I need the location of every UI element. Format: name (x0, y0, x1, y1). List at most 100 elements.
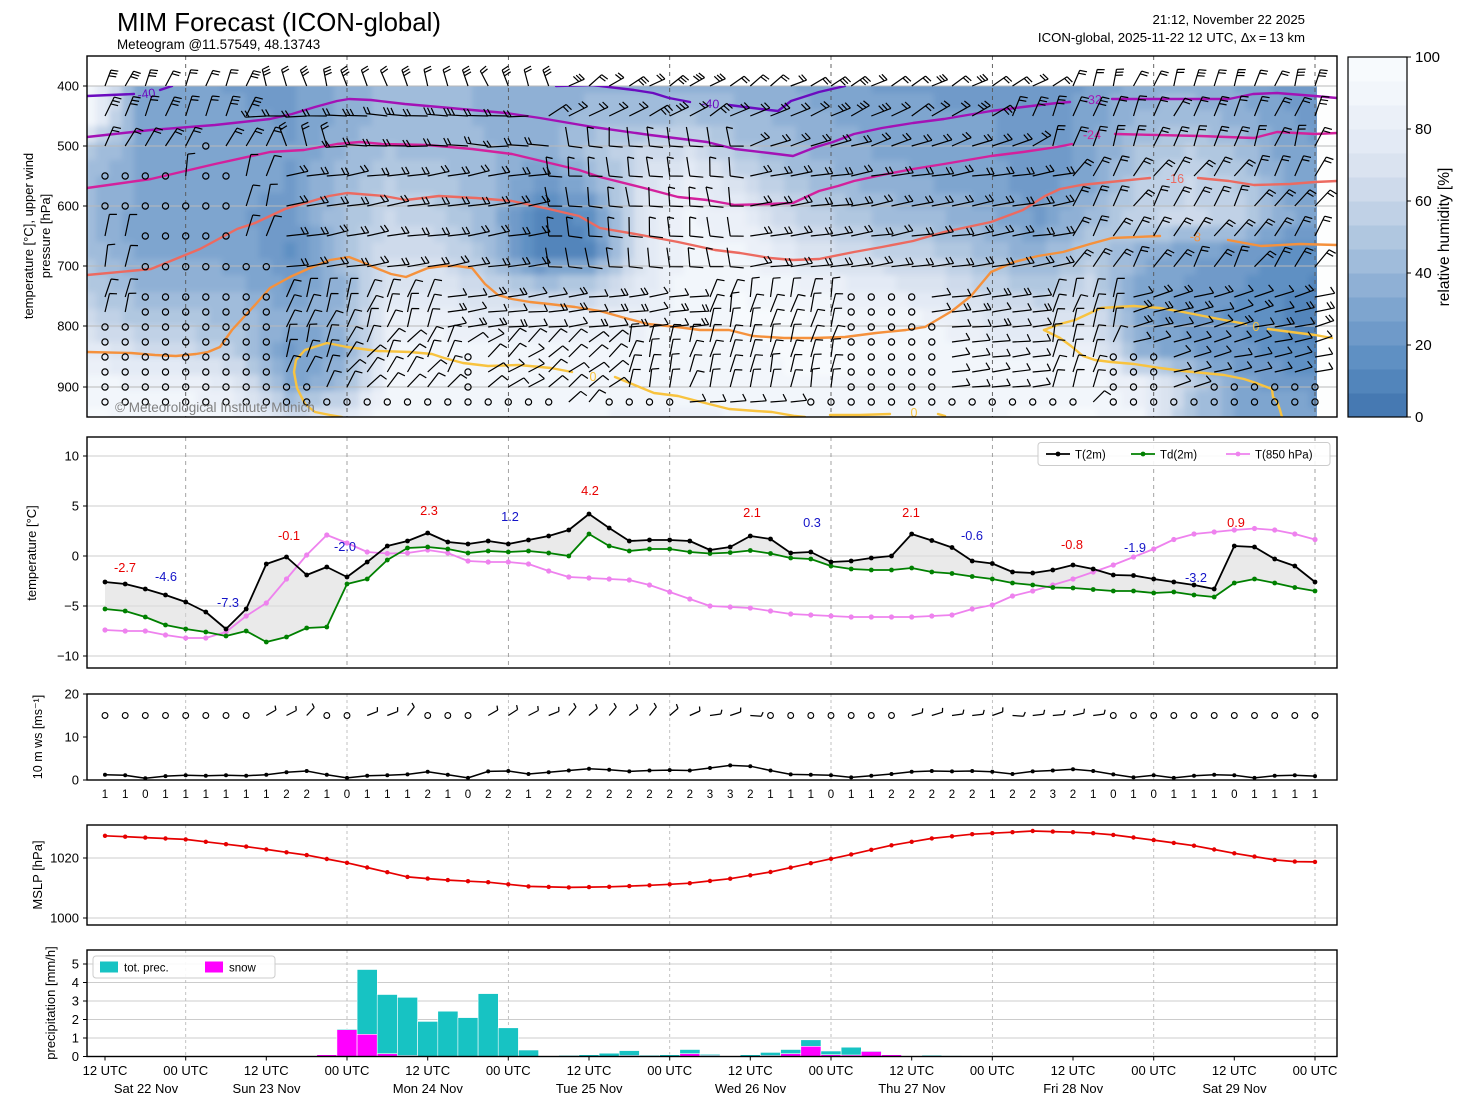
svg-text:2: 2 (1009, 789, 1015, 801)
svg-text:1: 1 (787, 789, 793, 801)
svg-text:0: 0 (72, 549, 79, 564)
svg-text:2: 2 (929, 789, 935, 801)
svg-text:12 UTC: 12 UTC (405, 1063, 450, 1078)
svg-text:MIM Forecast (ICON-global): MIM Forecast (ICON-global) (117, 9, 441, 37)
svg-text:00 UTC: 00 UTC (1131, 1063, 1176, 1078)
svg-text:temperature [°C], upper wind: temperature [°C], upper wind (21, 153, 36, 319)
svg-text:5: 5 (72, 957, 79, 972)
svg-text:-0.6: -0.6 (961, 528, 983, 543)
svg-text:12 UTC: 12 UTC (83, 1063, 128, 1078)
svg-text:12 UTC: 12 UTC (244, 1063, 289, 1078)
svg-text:relative humidity [%]: relative humidity [%] (1436, 168, 1453, 307)
svg-text:3: 3 (72, 994, 79, 1009)
svg-text:1: 1 (404, 789, 410, 801)
svg-text:12 UTC: 12 UTC (728, 1063, 773, 1078)
svg-text:Sat 29 Nov: Sat 29 Nov (1202, 1081, 1267, 1096)
svg-text:Mon 24 Nov: Mon 24 Nov (393, 1081, 464, 1096)
svg-text:1: 1 (1130, 789, 1136, 801)
svg-text:Sun 23 Nov: Sun 23 Nov (233, 1081, 301, 1096)
svg-text:T(2m): T(2m) (1075, 450, 1106, 462)
svg-text:700: 700 (57, 259, 79, 274)
svg-text:-2.0: -2.0 (334, 539, 356, 554)
svg-text:0: 0 (1231, 789, 1237, 801)
svg-text:1: 1 (263, 789, 269, 801)
svg-text:2: 2 (424, 789, 430, 801)
svg-text:40: 40 (1415, 265, 1432, 282)
svg-text:10: 10 (65, 449, 79, 464)
svg-text:1: 1 (162, 789, 168, 801)
svg-text:temperature [°C]: temperature [°C] (24, 505, 39, 601)
svg-text:12 UTC: 12 UTC (567, 1063, 612, 1078)
svg-text:400: 400 (57, 79, 79, 94)
svg-text:0: 0 (1415, 409, 1423, 426)
svg-text:-3.2: -3.2 (1185, 570, 1207, 585)
svg-text:2: 2 (303, 789, 309, 801)
svg-text:10: 10 (65, 730, 79, 745)
svg-text:2: 2 (283, 789, 289, 801)
svg-text:20: 20 (65, 687, 79, 702)
svg-text:0.9: 0.9 (1227, 515, 1245, 530)
svg-text:4: 4 (72, 975, 79, 990)
svg-text:1020: 1020 (50, 851, 79, 866)
svg-text:2: 2 (505, 789, 511, 801)
svg-text:1: 1 (1312, 789, 1318, 801)
svg-text:Thu 27 Nov: Thu 27 Nov (878, 1081, 946, 1096)
svg-text:1: 1 (102, 789, 108, 801)
svg-text:800: 800 (57, 319, 79, 334)
svg-text:00 UTC: 00 UTC (163, 1063, 208, 1078)
svg-text:2: 2 (908, 789, 914, 801)
svg-text:20: 20 (1415, 337, 1432, 354)
svg-text:2: 2 (646, 789, 652, 801)
svg-text:900: 900 (57, 380, 79, 395)
svg-text:4.2: 4.2 (581, 483, 599, 498)
svg-text:1: 1 (1211, 789, 1217, 801)
svg-text:-32: -32 (1084, 93, 1103, 108)
svg-text:00 UTC: 00 UTC (970, 1063, 1015, 1078)
svg-text:00 UTC: 00 UTC (486, 1063, 531, 1078)
svg-text:2: 2 (566, 789, 572, 801)
svg-text:2.1: 2.1 (743, 505, 761, 520)
svg-text:0: 0 (828, 789, 834, 801)
svg-text:2: 2 (949, 789, 955, 801)
svg-text:1.2: 1.2 (501, 509, 519, 524)
svg-text:1: 1 (1090, 789, 1096, 801)
svg-text:1: 1 (989, 789, 995, 801)
svg-text:−10: −10 (57, 649, 79, 664)
svg-text:2: 2 (666, 789, 672, 801)
svg-text:21:12, November 22 2025: 21:12, November 22 2025 (1153, 12, 1306, 27)
svg-text:Td(2m): Td(2m) (1160, 450, 1197, 462)
svg-text:-8: -8 (1189, 230, 1201, 245)
svg-text:2.3: 2.3 (420, 503, 438, 518)
svg-text:1: 1 (182, 789, 188, 801)
svg-text:1: 1 (122, 789, 128, 801)
svg-text:1: 1 (364, 789, 370, 801)
svg-text:0: 0 (911, 406, 918, 420)
svg-text:1: 1 (203, 789, 209, 801)
svg-text:1: 1 (223, 789, 229, 801)
svg-text:-0.8: -0.8 (1061, 537, 1083, 552)
svg-text:Meteogram @11.57549, 48.13743: Meteogram @11.57549, 48.13743 (117, 37, 320, 52)
svg-text:2: 2 (72, 1012, 79, 1027)
svg-text:0: 0 (1110, 789, 1116, 801)
svg-text:0: 0 (72, 1049, 79, 1064)
svg-text:-1.9: -1.9 (1124, 540, 1146, 555)
svg-text:2: 2 (747, 789, 753, 801)
svg-text:snow: snow (229, 963, 257, 975)
svg-text:1: 1 (324, 789, 330, 801)
svg-text:0: 0 (590, 370, 597, 384)
svg-text:1: 1 (808, 789, 814, 801)
svg-text:precipitation [mm/h]: precipitation [mm/h] (43, 946, 58, 1059)
svg-text:-2.7: -2.7 (114, 560, 136, 575)
svg-text:-7.3: -7.3 (217, 595, 239, 610)
svg-text:00 UTC: 00 UTC (1293, 1063, 1338, 1078)
svg-text:1: 1 (767, 789, 773, 801)
svg-text:-4.6: -4.6 (155, 569, 177, 584)
svg-text:12 UTC: 12 UTC (889, 1063, 934, 1078)
svg-text:1: 1 (1191, 789, 1197, 801)
svg-text:1: 1 (243, 789, 249, 801)
svg-text:1: 1 (445, 789, 451, 801)
svg-text:00 UTC: 00 UTC (647, 1063, 692, 1078)
svg-text:0: 0 (465, 789, 471, 801)
svg-text:Fri 28 Nov: Fri 28 Nov (1043, 1081, 1103, 1096)
svg-text:1: 1 (72, 1031, 79, 1046)
